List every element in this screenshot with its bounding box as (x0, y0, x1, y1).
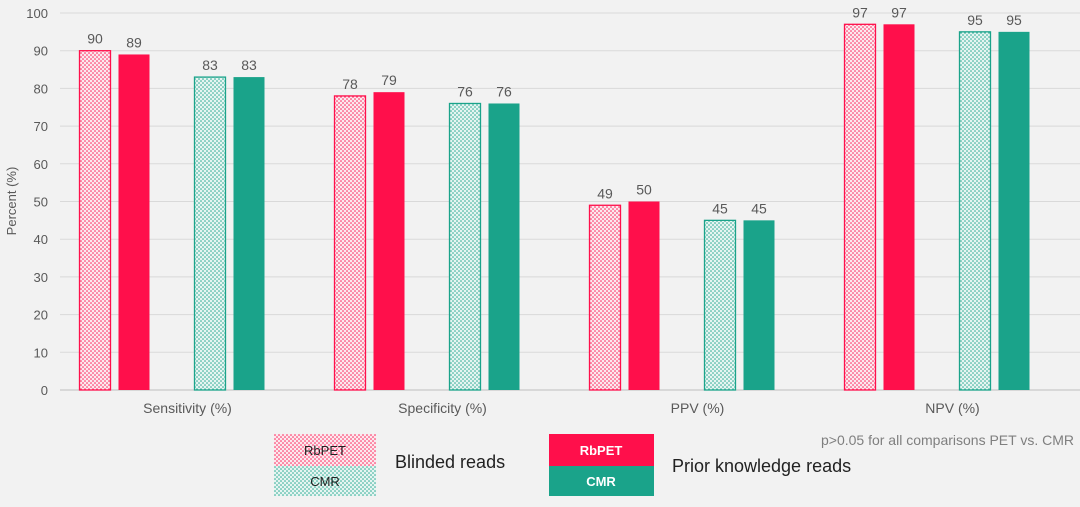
legend-swatch-prior-rbpet (549, 434, 654, 466)
bar-prior-cmr (743, 220, 775, 390)
legend-swatch-prior-cmr (549, 466, 654, 496)
y-tick-label: 90 (34, 44, 48, 59)
data-label: 83 (241, 57, 257, 73)
y-tick-label: 10 (34, 345, 48, 360)
data-label: 50 (636, 182, 652, 198)
data-label: 97 (891, 4, 907, 20)
legend: RbPET CMR Blinded reads RbPET CMR Prior … (274, 434, 851, 496)
significance-annotation: p>0.05 for all comparisons PET vs. CMR (821, 432, 1074, 448)
data-label: 97 (852, 4, 868, 20)
y-axis-title: Percent (%) (4, 167, 19, 236)
data-label: 79 (381, 72, 397, 88)
bar-prior-rbpet (118, 54, 150, 390)
data-label: 89 (126, 34, 142, 50)
legend-swatch-blinded-rbpet (274, 434, 376, 466)
legend-item-prior-rbpet: RbPET (580, 443, 623, 458)
bar-blinded-cmr (703, 219, 737, 391)
legend-item-blinded-rbpet: RbPET (304, 443, 346, 458)
x-category-label: NPV (%) (925, 400, 979, 416)
bar-prior-cmr (488, 103, 520, 390)
data-label: 95 (967, 12, 983, 28)
legend-item-prior-cmr: CMR (586, 474, 616, 489)
x-category-label: Specificity (%) (398, 400, 487, 416)
y-tick-label: 60 (34, 157, 48, 172)
bar-blinded-cmr (448, 102, 482, 391)
data-label: 76 (457, 83, 473, 99)
y-tick-label: 70 (34, 119, 48, 134)
y-tick-label: 20 (34, 308, 48, 323)
bar-blinded-rbpet (588, 204, 622, 391)
bar-blinded-rbpet (333, 95, 367, 391)
bar-blinded-cmr (958, 31, 992, 391)
data-label: 45 (712, 200, 728, 216)
bar-prior-rbpet (373, 92, 405, 391)
y-tick-label: 0 (41, 383, 48, 398)
bar-blinded-cmr (193, 76, 227, 391)
data-label: 49 (597, 185, 613, 201)
data-label: 76 (496, 83, 512, 99)
y-tick-label: 100 (26, 6, 48, 21)
data-label: 78 (342, 76, 358, 92)
x-category-label: PPV (%) (671, 400, 725, 416)
bar-prior-rbpet (883, 24, 915, 391)
y-tick-label: 80 (34, 81, 48, 96)
legend-label-blinded-reads: Blinded reads (395, 452, 505, 472)
data-label: 83 (202, 57, 218, 73)
legend-label-prior-knowledge-reads: Prior knowledge reads (672, 456, 851, 476)
data-label: 45 (751, 200, 767, 216)
data-label: 90 (87, 31, 103, 47)
bar-prior-rbpet (628, 201, 660, 390)
legend-swatch-blinded-cmr (274, 466, 376, 496)
bar-blinded-rbpet (78, 50, 112, 391)
bar-prior-cmr (998, 31, 1030, 390)
bar-prior-cmr (233, 77, 265, 390)
y-tick-label: 50 (34, 195, 48, 210)
y-tick-label: 30 (34, 270, 48, 285)
data-label: 95 (1006, 12, 1022, 28)
x-category-label: Sensitivity (%) (143, 400, 232, 416)
legend-item-blinded-cmr: CMR (310, 474, 340, 489)
bar-blinded-rbpet (843, 23, 877, 391)
y-tick-label: 40 (34, 232, 48, 247)
